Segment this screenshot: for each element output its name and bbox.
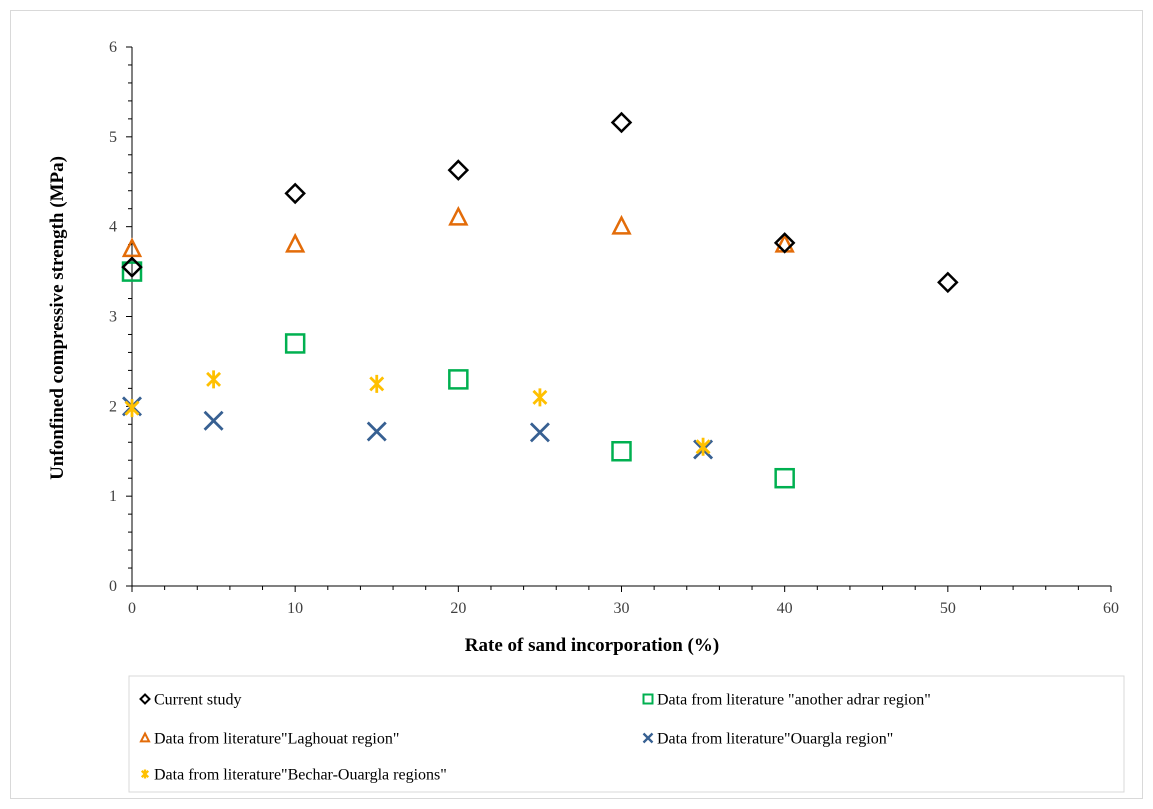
legend-label: Data from literature"Laghouat region" [154,731,399,748]
y-tick-label: 3 [109,309,117,326]
point-square [121,261,143,282]
point-diamond [447,159,470,181]
x-axis-title: Rate of sand incorporation (%) [465,635,719,656]
legend-marker-star [140,769,150,779]
series-star [124,370,711,456]
legend-label: Current study [154,692,242,709]
point-square [611,441,632,462]
point-diamond [284,182,306,205]
point-diamond [937,271,959,294]
y-axis-title: Unfonfined compressive strength (MPa) [47,156,68,480]
point-triangle [285,232,306,253]
legend-box [128,675,1125,793]
point-square [774,467,795,489]
point-star [369,374,385,393]
y-tick-label: 0 [109,578,117,595]
point-star [206,370,222,389]
point-triangle [448,205,469,226]
series-x [122,396,714,460]
point-square [448,369,469,390]
point-x [529,422,550,443]
point-x [366,421,387,442]
legend-marker-diamond [139,693,151,705]
x-axis-ticks: 0 10 20 30 40 50 60 [128,586,1119,617]
y-tick-label: 1 [109,488,117,505]
legend-label: Data from literature "another adrar regi… [657,692,931,709]
point-diamond [121,256,143,278]
x-tick-label: 10 [287,600,303,617]
x-tick-label: 40 [777,600,793,617]
legend: Current study Data from literature "anoth… [139,692,931,784]
legend-label: Data from literature"Ouargla region" [657,731,893,748]
point-star [124,399,140,418]
point-triangle [121,237,143,258]
axes [131,47,1111,587]
x-tick-label: 50 [940,600,956,617]
y-tick-label: 6 [109,39,117,56]
y-axis-ticks: 0 1 2 3 4 5 6 [109,39,132,595]
point-x [203,410,224,431]
y-tick-label: 2 [109,398,117,415]
x-tick-label: 20 [450,600,466,617]
series-diamond [121,111,959,294]
point-diamond [610,111,633,134]
x-tick-label: 30 [614,600,630,617]
chart-frame [10,10,1143,799]
legend-marker-triangle [139,731,151,743]
series-triangle [121,205,795,258]
point-star [695,437,711,456]
point-diamond [773,232,796,254]
point-square [284,333,306,354]
y-tick-label: 4 [109,219,117,236]
point-triangle [611,214,632,235]
data-points [121,111,959,489]
y-tick-label: 5 [109,129,117,146]
legend-label: Data from literature"Bechar-Ouargla regi… [154,767,447,784]
legend-marker-x [642,732,654,744]
x-tick-label: 0 [128,600,136,617]
x-tick-label: 60 [1103,600,1119,617]
point-star [532,388,548,407]
legend-marker-square [642,693,654,705]
series-square [121,261,795,489]
